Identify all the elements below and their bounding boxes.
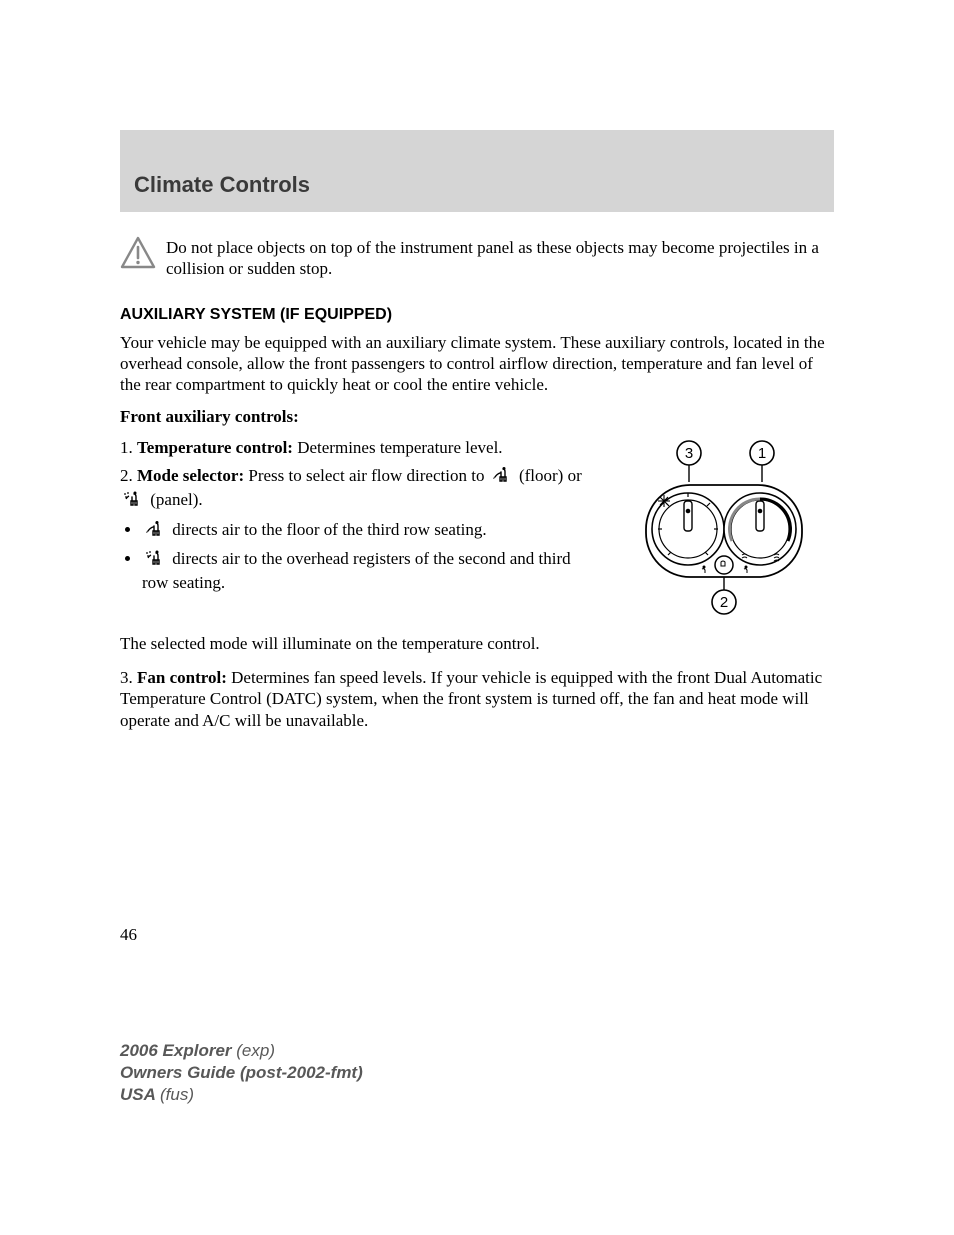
item-2-floor: (floor) or [519,466,582,485]
item-2-rest1: Press to select air flow direction to [244,466,489,485]
item-1-rest: Determines temperature level. [293,438,503,457]
section-intro: Your vehicle may be equipped with an aux… [120,332,834,396]
item-3: 3. Fan control: Determines fan speed lev… [120,667,834,732]
panel-airflow-icon [122,492,148,511]
bullet-2: directs air to the overhead registers of… [142,548,594,594]
item-1-num: 1. [120,438,137,457]
callout-3: 3 [685,445,693,462]
warning-text: Do not place objects on top of the instr… [166,236,834,280]
bullet-1: directs air to the floor of the third ro… [142,519,594,543]
footer-l3-bold: USA [120,1085,160,1104]
footer-l1-it: (exp) [236,1041,275,1060]
item-3-label: Fan control: [137,668,227,687]
callout-1: 1 [758,445,766,462]
item-2-label: Mode selector: [137,466,244,485]
footer-l1-bold: 2006 Explorer [120,1041,236,1060]
warning-block: Do not place objects on top of the instr… [120,236,834,280]
floor-airflow-icon [144,522,170,541]
item-1: 1. Temperature control: Determines tempe… [120,437,594,459]
item-1-label: Temperature control: [137,438,293,457]
item-3-num: 3. [120,668,137,687]
footer-l2-bold: Owners Guide (post-2002-fmt) [120,1063,363,1082]
item-2-panel: (panel). [150,490,202,509]
panel-airflow-icon [144,551,170,570]
page-number: 46 [120,925,137,945]
bullet-list: directs air to the floor of the third ro… [120,519,594,594]
mode-note: The selected mode will illuminate on the… [120,633,834,654]
sub-heading: Front auxiliary controls: [120,407,834,427]
bullet-2-text: directs air to the overhead registers of… [142,549,571,592]
header-band: Climate Controls [120,130,834,212]
item-2-num: 2. [120,466,137,485]
control-diagram: 3 1 2 [614,437,834,627]
bullet-1-text: directs air to the floor of the third ro… [172,520,486,539]
warning-icon [120,236,156,270]
footer-l3-it: (fus) [160,1085,194,1104]
page-title: Climate Controls [134,172,834,198]
item-2: 2. Mode selector: Press to select air fl… [120,465,594,513]
footer: 2006 Explorer (exp) Owners Guide (post-2… [120,1040,363,1106]
section-heading: AUXILIARY SYSTEM (IF EQUIPPED) [120,306,834,324]
floor-airflow-icon [491,468,517,487]
callout-2: 2 [720,594,728,611]
